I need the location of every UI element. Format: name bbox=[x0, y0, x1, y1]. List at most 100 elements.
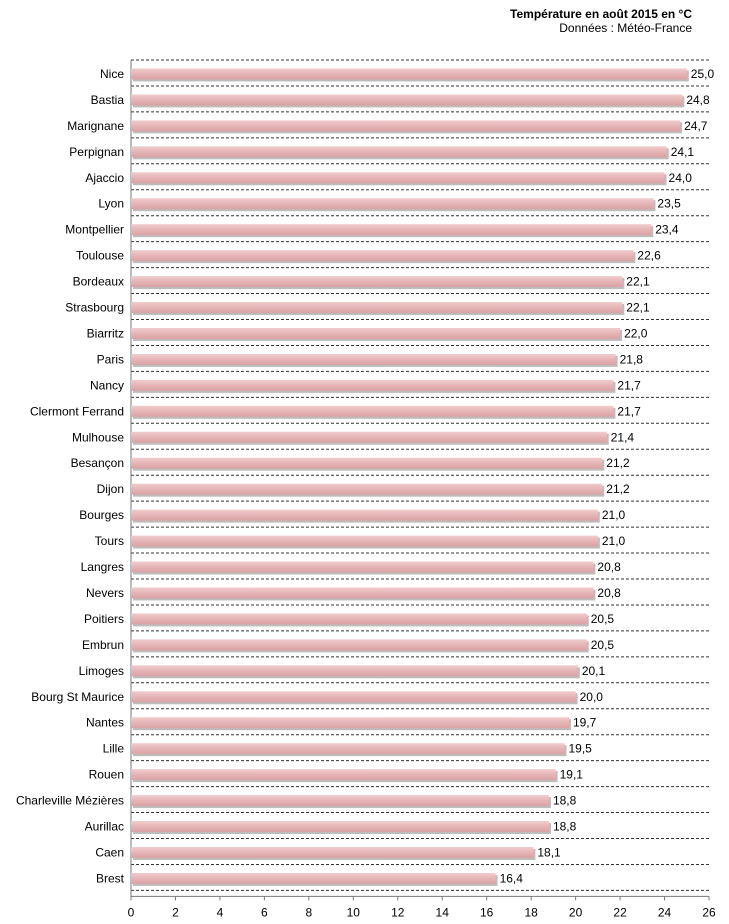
bar bbox=[131, 198, 654, 210]
value-label: 20,1 bbox=[582, 664, 606, 678]
bar bbox=[131, 821, 549, 833]
value-label: 20,0 bbox=[580, 690, 604, 704]
bar bbox=[131, 302, 623, 314]
bar bbox=[131, 457, 603, 469]
value-label: 23,4 bbox=[655, 223, 679, 237]
value-label: 18,8 bbox=[553, 820, 577, 834]
x-tick-label: 4 bbox=[217, 905, 224, 919]
bar bbox=[131, 172, 665, 184]
category-label: Brest bbox=[96, 871, 125, 885]
category-label: Clermont Ferrand bbox=[30, 404, 124, 418]
x-tick-label: 20 bbox=[569, 905, 583, 919]
category-label: Langres bbox=[81, 560, 124, 574]
value-label: 21,2 bbox=[606, 456, 630, 470]
value-label: 22,1 bbox=[626, 275, 650, 289]
x-tick-label: 22 bbox=[613, 905, 627, 919]
category-label: Marignane bbox=[67, 119, 124, 133]
category-label: Lille bbox=[103, 742, 125, 756]
value-label: 25,0 bbox=[691, 67, 715, 81]
category-label: Nice bbox=[100, 67, 124, 81]
value-label: 20,8 bbox=[597, 586, 621, 600]
value-label: 24,8 bbox=[686, 93, 710, 107]
bar bbox=[131, 846, 534, 858]
bar bbox=[131, 509, 598, 521]
x-tick-label: 8 bbox=[306, 905, 313, 919]
category-label: Bastia bbox=[91, 93, 125, 107]
category-label: Perpignan bbox=[69, 145, 124, 159]
bar bbox=[131, 224, 652, 236]
category-label: Embrun bbox=[82, 638, 124, 652]
bar bbox=[131, 483, 603, 495]
chart-title: Température en août 2015 en °C bbox=[510, 7, 692, 21]
category-label: Paris bbox=[97, 352, 124, 366]
chart-subtitle: Données : Météo-France bbox=[559, 21, 692, 35]
bar bbox=[131, 587, 594, 599]
category-label: Lyon bbox=[98, 197, 124, 211]
category-label: Dijon bbox=[97, 482, 124, 496]
category-label: Bourges bbox=[79, 508, 124, 522]
value-label: 18,8 bbox=[553, 794, 577, 808]
value-label: 20,5 bbox=[591, 638, 615, 652]
x-tick-label: 18 bbox=[524, 905, 538, 919]
x-tick-label: 26 bbox=[702, 905, 716, 919]
category-label: Mulhouse bbox=[72, 430, 124, 444]
value-label: 23,5 bbox=[657, 197, 681, 211]
category-label: Tours bbox=[95, 534, 124, 548]
category-label: Ajaccio bbox=[85, 171, 124, 185]
bar bbox=[131, 717, 569, 729]
bar bbox=[131, 120, 681, 132]
bar bbox=[131, 431, 607, 443]
x-tick-label: 16 bbox=[480, 905, 494, 919]
bar bbox=[131, 146, 667, 158]
category-label: Charleville Mézières bbox=[16, 794, 124, 808]
value-label: 22,6 bbox=[637, 249, 661, 263]
category-label: Nantes bbox=[86, 716, 124, 730]
bar bbox=[131, 405, 614, 417]
value-label: 21,8 bbox=[620, 352, 644, 366]
bar bbox=[131, 639, 587, 651]
value-label: 21,0 bbox=[602, 534, 626, 548]
value-label: 21,7 bbox=[617, 378, 641, 392]
value-label: 22,1 bbox=[626, 301, 650, 315]
value-label: 21,0 bbox=[602, 508, 626, 522]
value-label: 20,8 bbox=[597, 560, 621, 574]
value-label: 24,1 bbox=[671, 145, 695, 159]
bar bbox=[131, 769, 556, 781]
category-label: Toulouse bbox=[76, 249, 124, 263]
value-label: 19,1 bbox=[560, 768, 584, 782]
x-tick-label: 0 bbox=[128, 905, 135, 919]
value-label: 18,1 bbox=[537, 845, 561, 859]
bar bbox=[131, 665, 578, 677]
category-label: Poitiers bbox=[84, 612, 124, 626]
value-label: 20,5 bbox=[591, 612, 615, 626]
x-tick-label: 10 bbox=[347, 905, 361, 919]
category-label: Limoges bbox=[79, 664, 124, 678]
value-label: 22,0 bbox=[624, 326, 648, 340]
value-label: 21,4 bbox=[611, 430, 635, 444]
value-label: 19,5 bbox=[569, 742, 593, 756]
value-label: 24,0 bbox=[669, 171, 693, 185]
category-label: Nevers bbox=[86, 586, 124, 600]
category-label: Montpellier bbox=[65, 223, 124, 237]
category-label: Aurillac bbox=[85, 820, 124, 834]
x-tick-label: 2 bbox=[172, 905, 179, 919]
bar bbox=[131, 795, 549, 807]
category-label: Caen bbox=[95, 845, 124, 859]
bar bbox=[131, 872, 496, 884]
category-label: Besançon bbox=[71, 456, 124, 470]
category-label: Nancy bbox=[90, 378, 124, 392]
x-tick-label: 14 bbox=[436, 905, 450, 919]
bar bbox=[131, 613, 587, 625]
category-label: Strasbourg bbox=[65, 301, 124, 315]
bar bbox=[131, 94, 683, 106]
bar bbox=[131, 68, 687, 80]
x-tick-label: 6 bbox=[261, 905, 268, 919]
bar bbox=[131, 353, 616, 365]
value-label: 24,7 bbox=[684, 119, 708, 133]
category-label: Bordeaux bbox=[73, 275, 124, 289]
bar bbox=[131, 561, 594, 573]
value-label: 21,7 bbox=[617, 404, 641, 418]
bar bbox=[131, 276, 623, 288]
bar bbox=[131, 250, 634, 262]
